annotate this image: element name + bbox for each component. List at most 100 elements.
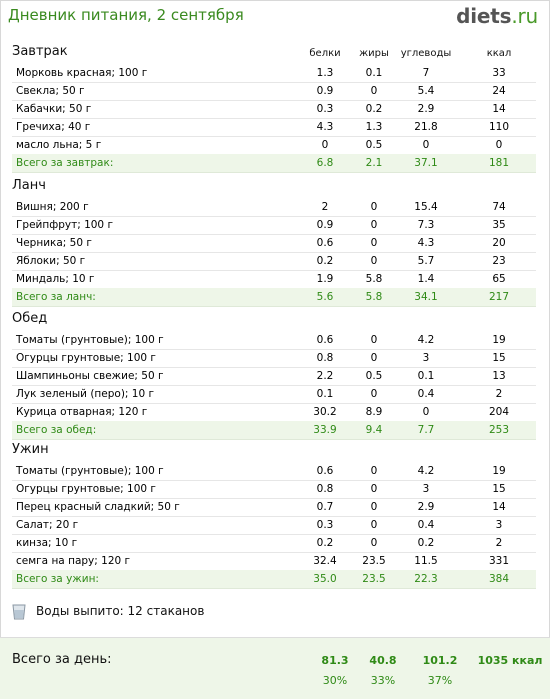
food-row[interactable]: Гречиха; 40 г 4.3 1.3 21.8 110 <box>12 118 536 137</box>
food-name: Шампиньоны свежие; 50 г <box>16 370 164 382</box>
food-row[interactable]: Салат; 20 г 0.3 0 0.4 3 <box>12 516 536 535</box>
meal-total-label: Всего за ланч: <box>16 291 96 303</box>
food-row[interactable]: Шампиньоны свежие; 50 г 2.2 0.5 0.1 13 <box>12 367 536 386</box>
food-row[interactable]: масло льна; 5 г 0 0.5 0 0 <box>12 136 536 155</box>
water-intake: Воды выпито: 12 стаканов <box>36 604 205 618</box>
food-row[interactable]: Кабачки; 50 г 0.3 0.2 2.9 14 <box>12 100 536 119</box>
food-kcal: 74 <box>492 201 506 213</box>
column-header-protein: белки <box>309 48 341 59</box>
food-fat: 23.5 <box>362 555 386 567</box>
food-carbs: 0.4 <box>417 388 435 400</box>
column-header-carbs: углеводы <box>400 48 452 59</box>
page-title: Дневник питания, 2 сентября <box>8 6 244 24</box>
food-row[interactable]: Томаты (грунтовые); 100 г 0.6 0 4.2 19 <box>12 331 536 350</box>
total-carbs: 37.1 <box>414 157 438 169</box>
food-carbs: 4.3 <box>417 237 435 249</box>
food-carbs: 0.2 <box>417 537 435 549</box>
water-glass-icon <box>12 604 26 620</box>
food-kcal: 19 <box>492 465 506 477</box>
food-protein: 0.3 <box>316 519 334 531</box>
food-row[interactable]: Лук зеленый (перо); 10 г 0.1 0 0.4 2 <box>12 385 536 404</box>
food-protein: 4.3 <box>316 121 334 133</box>
food-kcal: 331 <box>488 555 510 567</box>
food-protein: 0.8 <box>316 352 334 364</box>
food-protein: 1.9 <box>316 273 334 285</box>
total-fat: 5.8 <box>365 291 383 303</box>
food-protein: 2 <box>321 201 329 213</box>
food-kcal: 24 <box>492 85 506 97</box>
total-kcal: 217 <box>488 291 510 303</box>
food-fat: 0 <box>370 483 378 495</box>
meal-section-title: Обед <box>12 311 48 326</box>
food-kcal: 65 <box>492 273 506 285</box>
total-protein: 6.8 <box>316 157 334 169</box>
total-carbs: 22.3 <box>414 573 438 585</box>
site-logo[interactable]: diets.ru <box>456 4 538 28</box>
food-carbs: 4.2 <box>417 465 435 477</box>
column-header-kcal: ккал <box>486 48 512 59</box>
food-row[interactable]: Огурцы грунтовые; 100 г 0.8 0 3 15 <box>12 480 536 499</box>
food-carbs: 4.2 <box>417 334 435 346</box>
food-protein: 0.6 <box>316 237 334 249</box>
food-name: Огурцы грунтовые; 100 г <box>16 483 156 495</box>
food-protein: 0.9 <box>316 85 334 97</box>
food-row[interactable]: Яблоки; 50 г 0.2 0 5.7 23 <box>12 252 536 271</box>
food-carbs: 0.1 <box>417 370 435 382</box>
total-protein: 35.0 <box>313 573 337 585</box>
food-carbs: 11.5 <box>414 555 438 567</box>
food-fat: 0 <box>370 352 378 364</box>
food-fat: 0.1 <box>365 67 383 79</box>
food-kcal: 15 <box>492 483 506 495</box>
food-name: Миндаль; 10 г <box>16 273 95 285</box>
meal-total-label: Всего за завтрак: <box>16 157 114 169</box>
food-name: Салат; 20 г <box>16 519 79 531</box>
food-row[interactable]: Черника; 50 г 0.6 0 4.3 20 <box>12 234 536 253</box>
food-fat: 0.5 <box>365 370 383 382</box>
meal-section-title: Ужин <box>12 442 49 457</box>
food-name: Курица отварная; 120 г <box>16 406 148 418</box>
food-row[interactable]: Миндаль; 10 г 1.9 5.8 1.4 65 <box>12 270 536 289</box>
food-fat: 0 <box>370 219 378 231</box>
food-row[interactable]: Морковь красная; 100 г 1.3 0.1 7 33 <box>12 64 536 83</box>
total-fat: 2.1 <box>365 157 383 169</box>
total-carbs: 7.7 <box>417 424 435 436</box>
meal-total-row: Всего за завтрак: 6.8 2.1 37.1 181 <box>12 154 536 173</box>
food-kcal: 3 <box>495 519 503 531</box>
food-protein: 1.3 <box>316 67 334 79</box>
food-kcal: 20 <box>492 237 506 249</box>
day-total-kcal: 1035 ккал <box>477 654 543 667</box>
food-row[interactable]: семга на пару; 120 г 32.4 23.5 11.5 331 <box>12 552 536 571</box>
food-row[interactable]: Огурцы грунтовые; 100 г 0.8 0 3 15 <box>12 349 536 368</box>
food-fat: 0 <box>370 537 378 549</box>
food-row[interactable]: Свекла; 50 г 0.9 0 5.4 24 <box>12 82 536 101</box>
food-carbs: 5.4 <box>417 85 435 97</box>
food-kcal: 0 <box>495 139 503 151</box>
food-carbs: 0.4 <box>417 519 435 531</box>
total-kcal: 181 <box>488 157 510 169</box>
food-name: масло льна; 5 г <box>16 139 102 151</box>
day-total-protein: 81.3 <box>321 654 349 667</box>
food-protein: 0.8 <box>316 483 334 495</box>
food-row[interactable]: Курица отварная; 120 г 30.2 8.9 0 204 <box>12 403 536 422</box>
food-row[interactable]: кинза; 10 г 0.2 0 0.2 2 <box>12 534 536 553</box>
food-name: кинза; 10 г <box>16 537 78 549</box>
food-fat: 0 <box>370 201 378 213</box>
total-protein: 33.9 <box>313 424 337 436</box>
food-row[interactable]: Томаты (грунтовые); 100 г 0.6 0 4.2 19 <box>12 462 536 481</box>
food-name: Огурцы грунтовые; 100 г <box>16 352 156 364</box>
food-name: Яблоки; 50 г <box>16 255 86 267</box>
food-row[interactable]: Перец красный сладкий; 50 г 0.7 0 2.9 14 <box>12 498 536 517</box>
food-fat: 8.9 <box>365 406 383 418</box>
day-carbs-percent: 37% <box>427 674 453 687</box>
food-fat: 0 <box>370 465 378 477</box>
logo-text: diets <box>456 4 512 28</box>
column-header-fat: жиры <box>359 48 389 59</box>
food-name: Вишня; 200 г <box>16 201 89 213</box>
food-carbs: 1.4 <box>417 273 435 285</box>
food-protein: 30.2 <box>313 406 337 418</box>
food-row[interactable]: Вишня; 200 г 2 0 15.4 74 <box>12 198 536 217</box>
food-protein: 0 <box>321 139 329 151</box>
food-kcal: 15 <box>492 352 506 364</box>
food-row[interactable]: Грейпфрут; 100 г 0.9 0 7.3 35 <box>12 216 536 235</box>
food-fat: 0.2 <box>365 103 383 115</box>
